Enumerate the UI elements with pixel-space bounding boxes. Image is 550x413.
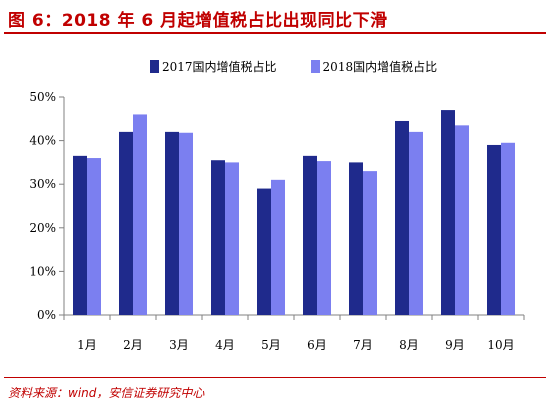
y-tick-label: 10%: [29, 264, 56, 278]
source-divider: [4, 377, 546, 378]
x-tick-label: 1月: [77, 338, 97, 352]
bar-2018: [455, 125, 469, 315]
bar-2018: [501, 142, 515, 315]
title-divider: [4, 32, 546, 34]
legend-label-2017: 2017国内增值税占比: [162, 59, 277, 74]
y-tick-label: 20%: [29, 221, 56, 235]
bar-2017: [395, 120, 409, 315]
legend-label-2018: 2018国内增值税占比: [322, 59, 438, 74]
x-tick-label: 3月: [169, 338, 189, 352]
figure-title: 图 6：2018 年 6 月起增值税占比出现同比下滑: [8, 11, 388, 31]
bar-2017: [303, 155, 317, 315]
bar-2017: [349, 162, 363, 315]
source-note: 资料来源：wind，安信证券研究中心: [8, 386, 205, 400]
x-tick-label: 4月: [215, 338, 235, 352]
legend-swatch-2018: [310, 59, 320, 73]
bar-2018: [409, 131, 423, 315]
legend-item-2017: 2017国内增值税占比: [150, 58, 277, 75]
x-tick-label: 10月: [487, 338, 514, 352]
bar-2018: [87, 158, 101, 315]
bar-2017: [211, 160, 225, 315]
bar-2018: [225, 162, 239, 315]
x-tick-label: 9月: [445, 338, 465, 352]
y-tick-label: 0%: [37, 308, 56, 322]
bar-2018: [179, 132, 193, 315]
bar-2017: [257, 188, 271, 315]
chart-legend: 2017国内增值税占比 2018国内增值税占比: [150, 56, 471, 76]
bar-2017: [487, 144, 501, 315]
bar-2017: [441, 110, 455, 315]
x-tick-label: 6月: [307, 338, 327, 352]
bar-2017: [73, 155, 87, 315]
y-tick-label: 50%: [29, 90, 56, 104]
legend-swatch-2017: [150, 59, 159, 73]
bar-2018: [317, 161, 331, 315]
y-tick-label: 40%: [29, 134, 56, 148]
x-tick-label: 5月: [261, 338, 281, 352]
bar-2017: [165, 131, 179, 315]
x-tick-label: 8月: [399, 338, 419, 352]
bar-2018: [133, 114, 147, 315]
y-tick-label: 30%: [29, 177, 56, 191]
bar-2018: [271, 179, 285, 315]
x-tick-label: 2月: [123, 338, 143, 352]
legend-item-2018: 2018国内增值税占比: [310, 58, 438, 75]
x-tick-label: 7月: [353, 338, 373, 352]
bar-2018: [363, 171, 377, 315]
bar-2017: [119, 131, 133, 315]
